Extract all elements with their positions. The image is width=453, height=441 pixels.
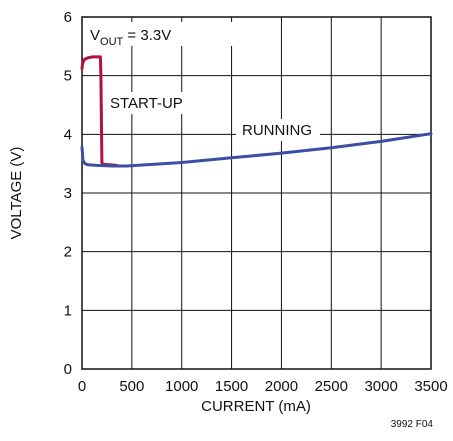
vout-value: = 3.3V xyxy=(123,27,171,44)
y-tick-label: 2 xyxy=(64,244,72,261)
x-tick-label: 2000 xyxy=(265,378,298,395)
vout-main: V xyxy=(90,27,100,44)
x-tick-label: 1000 xyxy=(165,378,198,395)
grid xyxy=(82,17,431,369)
vout-annotation: VOUT = 3.3V xyxy=(90,27,171,48)
y-axis-label: VOLTAGE (V) xyxy=(8,147,25,240)
x-tick-label: 500 xyxy=(119,378,144,395)
series-line-running xyxy=(80,132,433,168)
startup-label-bg xyxy=(108,92,192,114)
vout-label-bg xyxy=(86,22,244,46)
x-tick-label: 1500 xyxy=(215,378,248,395)
x-axis-label: CURRENT (mA) xyxy=(201,398,311,415)
startup-annotation: START-UP xyxy=(110,95,183,112)
series-line-startup xyxy=(80,55,119,167)
y-tick-label: 0 xyxy=(64,361,72,378)
y-tick-label: 5 xyxy=(64,68,72,85)
x-tick-label: 0 xyxy=(78,378,86,395)
series-layer xyxy=(80,55,433,168)
y-tick-label: 1 xyxy=(64,302,72,319)
y-tick-label: 6 xyxy=(64,9,72,26)
figure-code: 3992 F04 xyxy=(391,419,434,430)
x-tick-label: 3000 xyxy=(364,378,397,395)
x-tick-label: 3500 xyxy=(414,378,447,395)
running-annotation: RUNNING xyxy=(242,122,312,139)
y-tick-label: 4 xyxy=(64,126,72,143)
y-tick-label: 3 xyxy=(64,185,72,202)
vout-subscript: OUT xyxy=(100,36,124,48)
tick-labels: 0 500 1000 1500 2000 2500 3000 3500 0 1 2 3 4 5 6 xyxy=(64,9,448,395)
running-label-bg xyxy=(236,119,320,141)
x-tick-label: 2500 xyxy=(315,378,348,395)
